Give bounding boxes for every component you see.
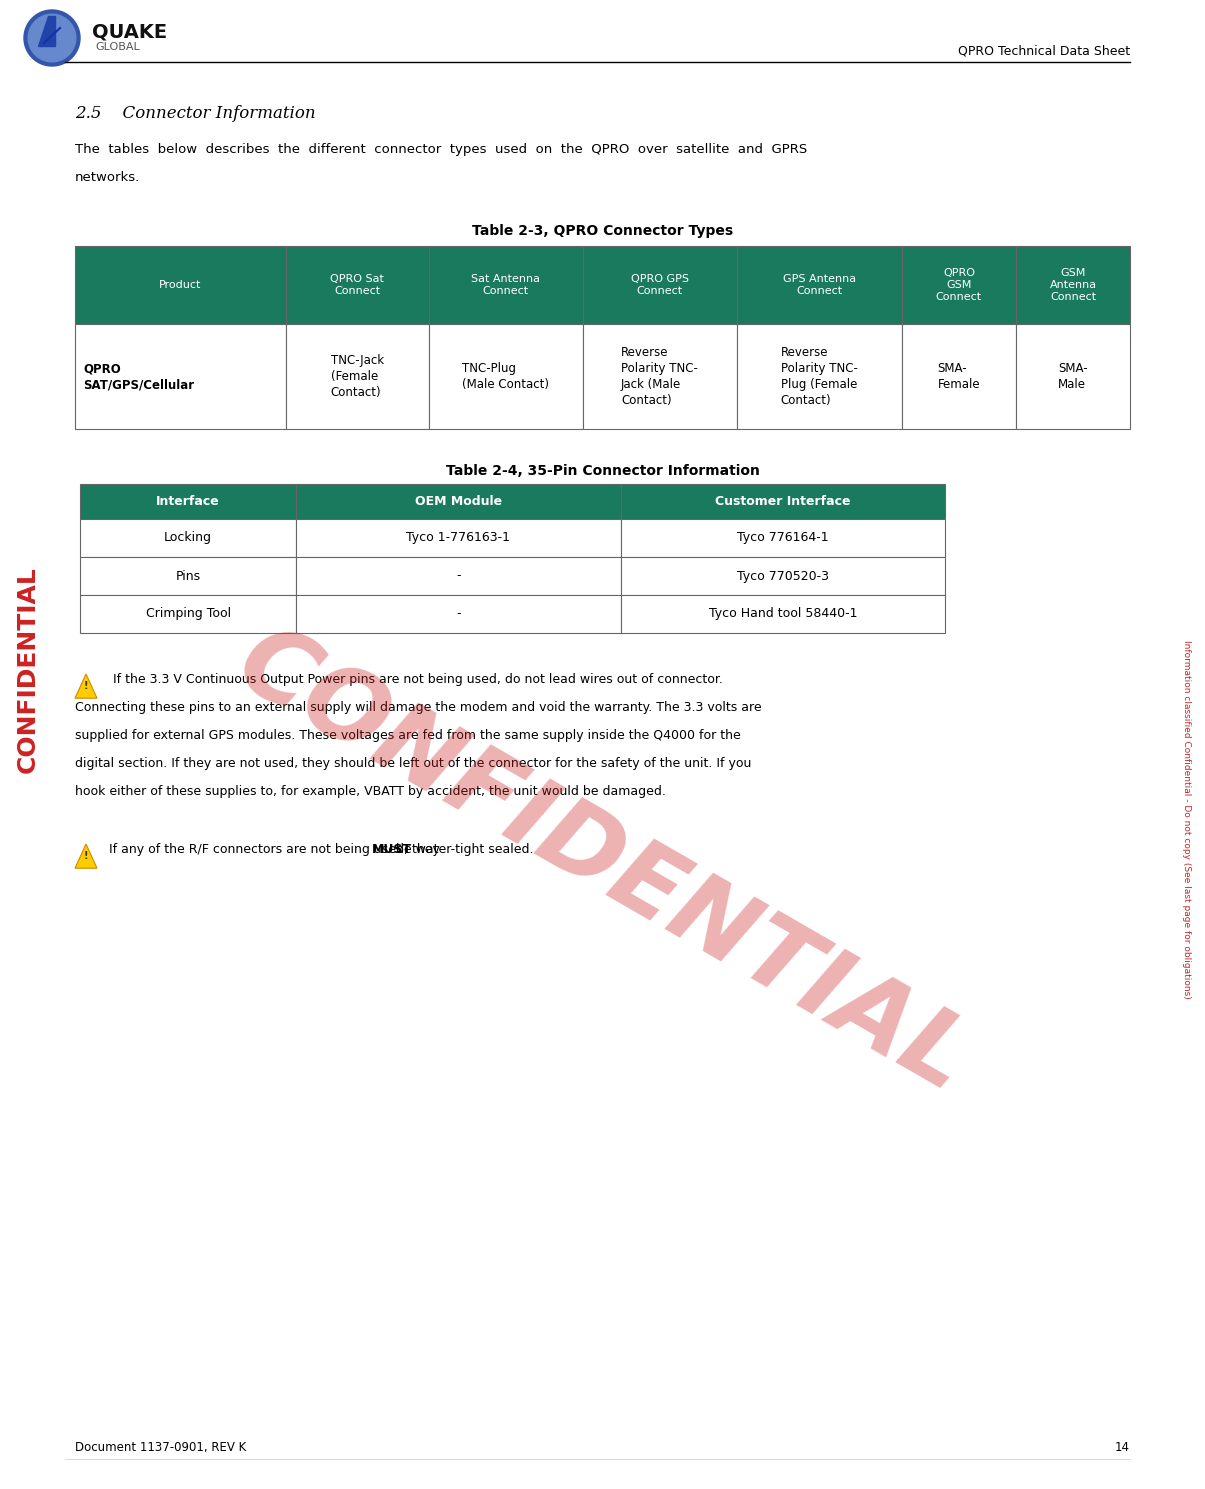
Bar [736, 246, 901, 325]
Bar [286, 325, 429, 429]
Text: QPRO Technical Data Sheet: QPRO Technical Data Sheet [958, 45, 1130, 58]
Bar [286, 246, 429, 325]
Polygon shape [39, 15, 54, 46]
Text: -: - [457, 608, 460, 621]
Text: Crimping Tool: Crimping Tool [146, 608, 230, 621]
Text: Table 2-4, 35-Pin Connector Information: Table 2-4, 35-Pin Connector Information [446, 465, 759, 478]
Text: Sat Antenna
Connect: Sat Antenna Connect [471, 274, 540, 296]
Bar [621, 596, 945, 633]
Polygon shape [24, 10, 80, 66]
Text: CONFIDENTIAL: CONFIDENTIAL [219, 615, 986, 1112]
Text: SMA-
Female: SMA- Female [937, 362, 980, 392]
Bar [1016, 246, 1130, 325]
Bar [75, 246, 286, 325]
Bar [80, 596, 296, 633]
Text: GSM
Antenna
Connect: GSM Antenna Connect [1050, 268, 1097, 302]
Text: Information classified Confidential - Do not copy (See last page for obligations: Information classified Confidential - Do… [1182, 640, 1192, 998]
Text: MUST: MUST [372, 843, 412, 856]
Text: Tyco 770520-3: Tyco 770520-3 [737, 569, 829, 582]
Text: hook either of these supplies to, for example, VBATT by accident, the unit would: hook either of these supplies to, for ex… [75, 785, 666, 798]
Text: QPRO GPS
Connect: QPRO GPS Connect [630, 274, 688, 296]
Text: QPRO Sat
Connect: QPRO Sat Connect [330, 274, 384, 296]
Text: Customer Interface: Customer Interface [715, 494, 851, 508]
Text: GPS Antenna
Connect: GPS Antenna Connect [782, 274, 856, 296]
Text: QPRO
SAT/GPS/Cellular: QPRO SAT/GPS/Cellular [83, 362, 194, 392]
Bar [80, 484, 296, 520]
Text: Tyco 776164-1: Tyco 776164-1 [737, 532, 829, 545]
Text: The  tables  below  describes  the  different  connector  types  used  on  the  : The tables below describes the different… [75, 143, 807, 156]
Bar [429, 246, 582, 325]
Bar [621, 557, 945, 596]
Bar [296, 484, 621, 520]
Text: !: ! [84, 680, 88, 691]
Bar [75, 325, 286, 429]
Text: Connecting these pins to an external supply will damage the modem and void the w: Connecting these pins to an external sup… [75, 701, 762, 715]
Bar [296, 596, 621, 633]
Bar [901, 325, 1016, 429]
Text: Pins: Pins [176, 569, 201, 582]
Text: 2.5    Connector Information: 2.5 Connector Information [75, 106, 316, 122]
Text: Reverse
Polarity TNC-
Plug (Female
Contact): Reverse Polarity TNC- Plug (Female Conta… [781, 345, 858, 406]
Text: If the 3.3 V Continuous Output Power pins are not being used, do not lead wires : If the 3.3 V Continuous Output Power pin… [108, 673, 723, 686]
Bar [901, 246, 1016, 325]
Polygon shape [28, 15, 76, 63]
Text: networks.: networks. [75, 171, 140, 185]
Text: !: ! [84, 852, 88, 861]
Text: digital section. If they are not used, they should be left out of the connector : digital section. If they are not used, t… [75, 756, 752, 770]
Bar [582, 246, 736, 325]
Text: Tyco Hand tool 58440-1: Tyco Hand tool 58440-1 [709, 608, 857, 621]
Text: 14: 14 [1115, 1441, 1130, 1453]
Text: Locking: Locking [164, 532, 212, 545]
Text: CONFIDENTIAL: CONFIDENTIAL [16, 567, 40, 773]
Text: Interface: Interface [157, 494, 221, 508]
Text: be water-tight sealed.: be water-tight sealed. [392, 843, 534, 856]
Text: If any of the R/F connectors are not being used, they: If any of the R/F connectors are not bei… [108, 843, 443, 856]
Text: -: - [457, 569, 460, 582]
Bar [582, 325, 736, 429]
Bar [80, 557, 296, 596]
Bar [296, 520, 621, 557]
Text: TNC-Plug
(Male Contact): TNC-Plug (Male Contact) [462, 362, 549, 392]
Bar [621, 484, 945, 520]
Bar [736, 325, 901, 429]
Text: Tyco 1-776163-1: Tyco 1-776163-1 [406, 532, 511, 545]
Polygon shape [75, 844, 96, 868]
Bar [621, 520, 945, 557]
Text: QPRO
GSM
Connect: QPRO GSM Connect [936, 268, 982, 302]
Polygon shape [75, 675, 96, 698]
Bar [1016, 325, 1130, 429]
Text: OEM Module: OEM Module [415, 494, 502, 508]
Text: Table 2-3, QPRO Connector Types: Table 2-3, QPRO Connector Types [472, 223, 733, 238]
Text: supplied for external GPS modules. These voltages are fed from the same supply i: supplied for external GPS modules. These… [75, 730, 741, 742]
Bar [80, 520, 296, 557]
Text: TNC-Jack
(Female
Contact): TNC-Jack (Female Contact) [330, 354, 384, 399]
Bar [296, 557, 621, 596]
Text: QUAKE: QUAKE [92, 22, 167, 42]
Bar [429, 325, 582, 429]
Text: Product: Product [159, 280, 201, 290]
Text: SMA-
Male: SMA- Male [1058, 362, 1088, 392]
Text: GLOBAL: GLOBAL [95, 42, 140, 52]
Text: Document 1137-0901, REV K: Document 1137-0901, REV K [75, 1441, 246, 1453]
Text: Reverse
Polarity TNC-
Jack (Male
Contact): Reverse Polarity TNC- Jack (Male Contact… [621, 345, 698, 406]
